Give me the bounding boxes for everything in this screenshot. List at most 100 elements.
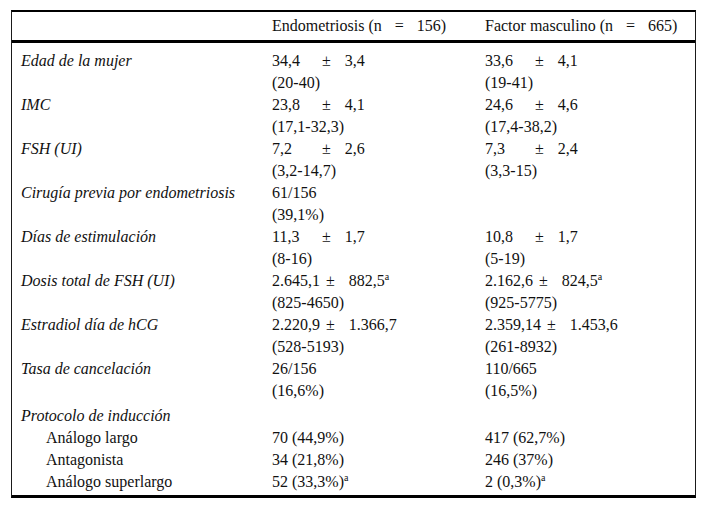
sd-value: 1.453,6 xyxy=(570,316,618,333)
footnote-marker: a xyxy=(598,271,602,282)
value-line: (3,2-14,7) xyxy=(272,160,485,182)
table-row: Antagonista34 (21,8%)246 (37%) xyxy=(12,449,695,471)
column-header-text: Factor masculino (n xyxy=(485,17,613,34)
value-line: (16,5%) xyxy=(485,380,695,402)
value-text: (261-8932) xyxy=(485,338,557,355)
value-text: (3,3-15) xyxy=(485,162,537,179)
footnote-marker: a xyxy=(541,472,545,483)
plus-minus-sign: ± xyxy=(535,50,544,72)
plus-minus-sign: ± xyxy=(539,270,548,292)
table-cell: 7,2±2,6 (3,2-14,7) xyxy=(272,138,485,182)
value-text: (528-5193) xyxy=(272,338,344,355)
table-cell: 24,6±4,6(17,4-38,2) xyxy=(485,94,695,138)
row-label: FSH (UI) xyxy=(12,138,272,160)
table-cell: 34,4±3,4 (20-40) xyxy=(272,50,485,94)
value-text: (19-41) xyxy=(485,74,533,91)
sd-value: 1,7 xyxy=(558,228,578,245)
sd-value: 3,4 xyxy=(345,52,365,69)
row-label: Dosis total de FSH (UI) xyxy=(12,270,272,292)
stat-line: 7,2±2,6 xyxy=(272,138,485,160)
value-line: (39,1%) xyxy=(272,204,485,226)
value-line: 70 (44,9%) xyxy=(272,427,485,449)
sd-value: 2,6 xyxy=(345,140,365,157)
mean-value: 2.359,14 xyxy=(485,314,541,336)
value-text: 34 (21,8%) xyxy=(272,451,344,468)
value-line: (20-40) xyxy=(272,72,485,94)
value-text: (17,4-38,2) xyxy=(485,118,557,135)
value-line: 246 (37%) xyxy=(485,449,695,471)
mean-value: 2.645,1 xyxy=(272,270,320,292)
value-text: (20-40) xyxy=(272,74,320,91)
equals-sign: = xyxy=(626,17,635,35)
value-text: (17,1-32,3) xyxy=(272,118,344,135)
table-cell: 417 (62,7%) xyxy=(485,427,695,449)
mean-value: 2.220,9 xyxy=(272,314,320,336)
table-cell: 110/665 (16,5%) xyxy=(485,358,695,402)
value-text: (8-16) xyxy=(272,250,312,267)
table-cell: 2.645,1±882,5a(825-4650) xyxy=(272,270,485,314)
value-text: 110/665 xyxy=(485,360,537,377)
sd-value: 4,1 xyxy=(345,96,365,113)
row-label: Análogo largo xyxy=(12,427,272,449)
value-text: (16,5%) xyxy=(485,382,537,399)
sd-value: 882,5 xyxy=(349,272,385,289)
value-text: 61/156 xyxy=(272,184,316,201)
value-line: (261-8932) xyxy=(485,336,695,358)
column-header-factor-masculino: Factor masculino (n = 665) xyxy=(485,17,695,35)
stat-line: 2.162,6 ±824,5a xyxy=(485,270,695,292)
value-text: (5-19) xyxy=(485,250,525,267)
value-text: (16,6%) xyxy=(272,382,324,399)
row-label: Análogo superlargo xyxy=(12,471,272,493)
table-row: Análogo largo70 (44,9%) 417 (62,7%) xyxy=(12,427,695,449)
table-cell: 70 (44,9%) xyxy=(272,427,485,449)
mean-value: 11,3 xyxy=(272,226,316,248)
table-row: Protocolo de inducción xyxy=(12,405,695,427)
plus-minus-sign: ± xyxy=(326,270,335,292)
stat-line: 2.645,1 ±882,5a xyxy=(272,270,485,292)
table-cell: 11,3±1,7(8-16) xyxy=(272,226,485,270)
plus-minus-sign: ± xyxy=(547,314,556,336)
sd-value: 824,5 xyxy=(562,272,598,289)
row-label: Tasa de cancelación xyxy=(12,358,272,380)
table-row: Tasa de cancelación26/156(16,6%)110/665 (… xyxy=(12,358,695,402)
mean-value: 10,8 xyxy=(485,226,529,248)
mean-value: 2.162,6 xyxy=(485,270,533,292)
value-line: (8-16) xyxy=(272,248,485,270)
stat-line: 2.220,9 ±1.366,7 xyxy=(272,314,485,336)
plus-minus-sign: ± xyxy=(326,314,335,336)
row-label: Edad de la mujer xyxy=(12,50,272,72)
sd-value: 4,1 xyxy=(558,52,578,69)
stat-line: 11,3±1,7 xyxy=(272,226,485,248)
value-line: 61/156 xyxy=(272,182,485,204)
table-cell: 7,3±2,4(3,3-15) xyxy=(485,138,695,182)
mean-value: 34,4 xyxy=(272,50,316,72)
table-cell: 26/156(16,6%) xyxy=(272,358,485,402)
value-text: (3,2-14,7) xyxy=(272,162,336,179)
column-n-count: 665) xyxy=(648,17,677,34)
plus-minus-sign: ± xyxy=(535,94,544,116)
table-cell: 2.162,6 ±824,5a (925-5775) xyxy=(485,270,695,314)
plus-minus-sign: ± xyxy=(535,226,544,248)
equals-sign: = xyxy=(395,17,404,35)
plus-minus-sign: ± xyxy=(322,226,331,248)
table-header-row: Endometriosis (n=156) Factor masculino (… xyxy=(12,12,695,43)
table-cell: 2.359,14 ±1.453,6 (261-8932) xyxy=(485,314,695,358)
column-header-text: Endometriosis (n xyxy=(272,17,382,34)
value-text: 70 (44,9%) xyxy=(272,429,344,446)
value-line: (5-19) xyxy=(485,248,695,270)
value-line: (17,4-38,2) xyxy=(485,116,695,138)
footnote-marker: a xyxy=(385,271,389,282)
stat-line: 33,6±4,1 xyxy=(485,50,695,72)
value-line: (925-5775) xyxy=(485,292,695,314)
stat-line: 10,8 ±1,7 xyxy=(485,226,695,248)
mean-value: 24,6 xyxy=(485,94,529,116)
table-cell: 10,8 ±1,7 (5-19) xyxy=(485,226,695,270)
sd-value: 1.366,7 xyxy=(349,316,397,333)
stat-line: 23,8±4,1 xyxy=(272,94,485,116)
plus-minus-sign: ± xyxy=(535,138,544,160)
stat-line: 34,4±3,4 xyxy=(272,50,485,72)
table-row: Dosis total de FSH (UI)2.645,1±882,5a(82… xyxy=(12,270,695,314)
table-cell: 33,6±4,1 (19-41) xyxy=(485,50,695,94)
value-line: 110/665 xyxy=(485,358,695,380)
value-text: 52 (33,3%) xyxy=(272,473,344,490)
